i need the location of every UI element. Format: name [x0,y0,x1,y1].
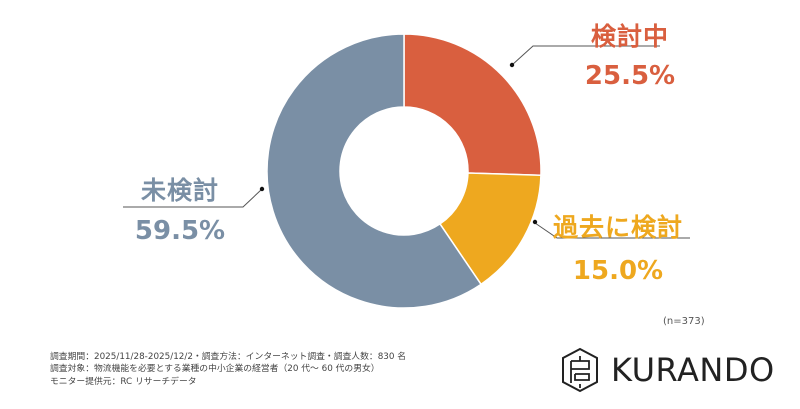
donut-slice [266,33,483,309]
label-kako-category: 過去に検討 [552,213,683,242]
label-kako: 過去に検討 15.0% [538,208,698,286]
logo-text: KURANDO [611,351,775,389]
leader-lines [123,45,690,239]
sample-size-note: (n=373) [663,316,705,327]
label-mi-percent: 59.5% [134,216,226,246]
donut-slice [403,33,542,177]
footnote-line-1: 調査期間：2025/11/28-2025/12/2・調査方法：インターネット調査… [50,352,407,362]
footnote-line-2: 調査対象：物流機能を必要とする業種の中小企業の経営者（20 代～ 60 代の男女… [50,364,380,375]
label-kako-percent: 15.0% [572,256,664,286]
leader-dots [259,62,538,225]
label-mi: 未検討 59.5% [110,171,250,246]
footnote-line-3: モニター提供元：RC リサーチデータ [50,376,197,387]
label-kentouchu-category: 検討中 [590,22,669,51]
label-kentouchu-percent: 25.5% [584,61,676,91]
label-kentouchu: 検討中 25.5% [555,17,705,91]
kurando-logo: KURANDO [561,346,775,394]
kurando-hexagon-logo-icon [562,347,598,393]
survey-footnote: 調査期間：2025/11/28-2025/12/2・調査方法：インターネット調査… [50,351,406,388]
label-mi-category: 未検討 [140,176,219,205]
